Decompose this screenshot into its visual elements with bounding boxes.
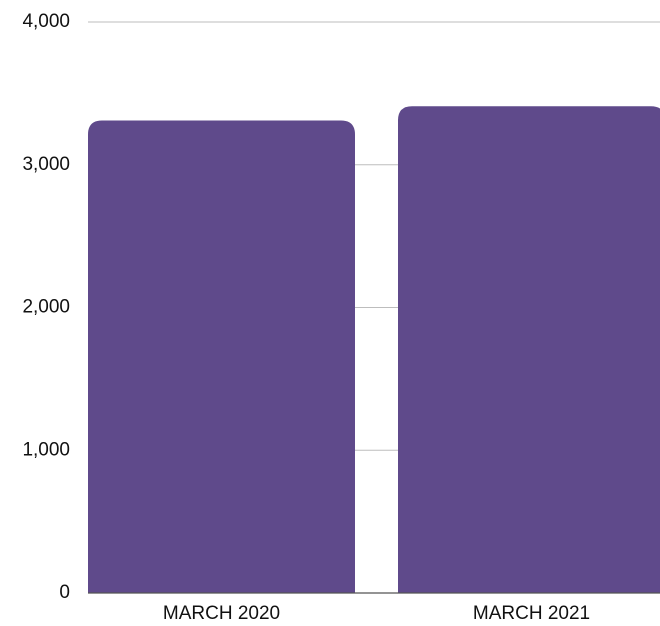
x-category-label: MARCH 2020 — [163, 603, 280, 624]
x-category-label: MARCH 2021 — [473, 603, 590, 624]
y-axis-ticks: 0 1,000 2,000 3,000 4,000 — [22, 11, 70, 603]
y-tick-label: 4,000 — [22, 11, 70, 32]
y-tick-label: 2,000 — [22, 297, 70, 318]
y-tick-label: 0 — [59, 582, 70, 603]
bar-march-2021 — [398, 106, 660, 593]
bar-march-2020 — [88, 120, 355, 593]
x-axis-categories: MARCH 2020 MARCH 2021 — [163, 603, 590, 624]
bars — [88, 106, 660, 593]
y-tick-label: 3,000 — [22, 154, 70, 175]
y-tick-label: 1,000 — [22, 439, 70, 460]
